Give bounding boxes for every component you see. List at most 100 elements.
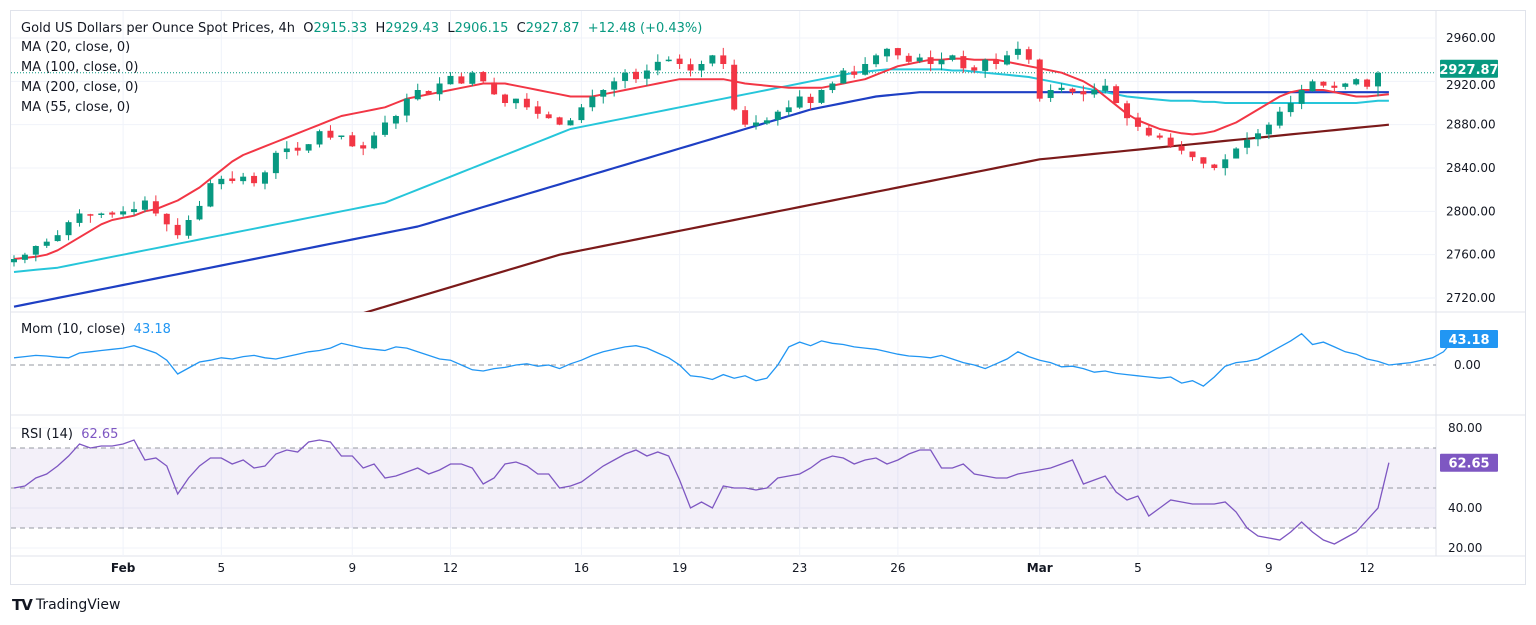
- candle: [207, 179, 214, 208]
- ma55-legend[interactable]: MA (55, close, 0): [21, 100, 131, 115]
- candle-body: [589, 96, 596, 108]
- candle-body: [1134, 117, 1141, 127]
- time-tick-label: 19: [672, 561, 687, 575]
- candle-body: [1036, 59, 1043, 99]
- candle-body: [1003, 55, 1010, 65]
- candle-body: [567, 120, 574, 126]
- candle: [54, 230, 61, 242]
- candle-body: [305, 144, 312, 151]
- candle: [1364, 78, 1371, 90]
- candle: [447, 72, 454, 85]
- candle-body: [87, 214, 94, 216]
- candle-body: [818, 90, 825, 103]
- candle-body: [807, 96, 814, 103]
- candle: [1113, 84, 1120, 104]
- time-axis[interactable]: Feb 5 9 12 16 19 23 26 Mar 5 9 12: [111, 561, 1375, 575]
- candle: [1047, 84, 1054, 102]
- candle: [371, 131, 378, 150]
- candle-body: [76, 213, 83, 223]
- candle: [883, 47, 890, 62]
- candle-body: [982, 59, 989, 71]
- candle: [1167, 133, 1174, 148]
- rsi-tick-label: 40.00: [1448, 501, 1482, 515]
- candle: [283, 141, 290, 160]
- candle-body: [622, 72, 629, 81]
- candle: [1091, 83, 1098, 98]
- candle-body: [480, 72, 487, 82]
- price-tick-label: 2760.00: [1446, 248, 1496, 262]
- candle-body: [436, 83, 443, 95]
- candle: [382, 115, 389, 137]
- candle-body: [1265, 124, 1272, 135]
- candle: [392, 114, 399, 129]
- candle-body: [753, 122, 760, 126]
- candle-body: [163, 213, 170, 225]
- candle: [174, 218, 181, 239]
- candle-body: [523, 98, 530, 108]
- ma200-legend[interactable]: MA (200, close, 0): [21, 80, 139, 95]
- candle: [1124, 100, 1131, 126]
- candle-body: [774, 111, 781, 120]
- price-tick-label: 2920.00: [1446, 78, 1496, 92]
- rsi-tick-label: 80.00: [1448, 421, 1482, 435]
- candle: [1134, 112, 1141, 131]
- candle: [1014, 41, 1021, 60]
- candle: [1211, 163, 1218, 171]
- candle: [1003, 50, 1010, 66]
- candle-body: [294, 147, 301, 151]
- candle-body: [632, 71, 639, 80]
- candle-body: [916, 57, 923, 62]
- candle-body: [382, 122, 389, 135]
- candle: [1222, 154, 1229, 176]
- candle: [589, 89, 596, 112]
- rsi-value-badge-bg: [1440, 453, 1498, 472]
- candle-body: [327, 130, 334, 138]
- candle: [491, 77, 498, 95]
- candle-body: [1080, 91, 1087, 95]
- candle-body: [785, 107, 792, 113]
- candle-body: [491, 82, 498, 95]
- candle: [698, 60, 705, 78]
- candle: [272, 150, 279, 179]
- candle: [65, 220, 72, 241]
- candle-body: [1276, 111, 1283, 126]
- candle: [98, 212, 105, 219]
- symbol-legend: Gold US Dollars per Ounce Spot Prices, 4…: [21, 20, 702, 38]
- candle: [1036, 58, 1043, 102]
- candle-body: [829, 83, 836, 91]
- candle: [1156, 133, 1163, 140]
- candle-body: [272, 152, 279, 174]
- candle-body: [261, 172, 268, 184]
- candle: [360, 141, 367, 156]
- candle-body: [1244, 139, 1251, 148]
- candle-body: [316, 131, 323, 145]
- ma100-legend[interactable]: MA (100, close, 0): [21, 60, 139, 75]
- time-tick-label: Feb: [111, 561, 136, 575]
- mom-legend[interactable]: Mom (10, close) 43.18: [21, 321, 171, 339]
- candle: [1265, 122, 1272, 140]
- candle: [1025, 46, 1032, 64]
- candle: [774, 109, 781, 126]
- candle: [1342, 82, 1349, 90]
- candle: [120, 206, 127, 217]
- candle: [1189, 151, 1196, 161]
- price-tick-label: 2720.00: [1446, 291, 1496, 305]
- candle-body: [1167, 137, 1174, 147]
- candle: [578, 104, 585, 123]
- candle: [753, 115, 760, 130]
- candle: [436, 77, 443, 101]
- symbol-title: Gold US Dollars per Ounce Spot Prices, 4…: [21, 21, 295, 36]
- rsi-legend[interactable]: RSI (14) 62.65: [21, 426, 118, 444]
- price-tick-label: 2960.00: [1446, 31, 1496, 45]
- candle-body: [1342, 83, 1349, 87]
- tradingview-logo[interactable]: TV TradingView: [12, 596, 120, 614]
- candle: [818, 89, 825, 105]
- candle-body: [1320, 81, 1327, 86]
- ma20-legend[interactable]: MA (20, close, 0): [21, 40, 131, 55]
- open-label: O: [303, 21, 314, 36]
- candle-body: [11, 259, 17, 263]
- candle-body: [447, 75, 454, 85]
- price-axis[interactable]: 2960.00 2920.00 2880.00 2840.00 2800.00 2760.…: [1446, 31, 1496, 555]
- mom-value-badge-bg: [1440, 330, 1498, 348]
